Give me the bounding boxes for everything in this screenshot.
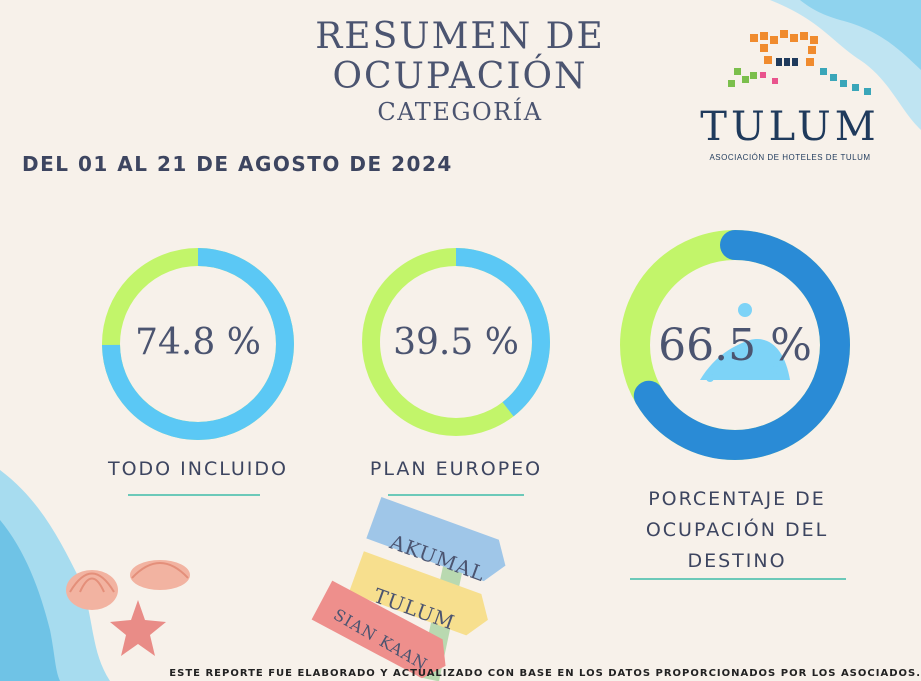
donut-chart-plan-europeo	[362, 248, 550, 436]
label-destino-line1: PORCENTAJE DE	[648, 488, 826, 510]
donut-value-segment	[102, 248, 294, 440]
sign-tulum	[348, 551, 488, 636]
sign-akumal	[366, 497, 506, 582]
logo-name: TULUM	[700, 104, 880, 150]
donut-chart-destino	[620, 230, 850, 460]
page-subtitle: CATEGORÍA	[377, 98, 543, 126]
shell-icon	[66, 570, 118, 610]
top-right-wave-inner	[800, 0, 921, 70]
label-todo-incluido: TODO INCLUIDO	[107, 458, 288, 480]
bottom-left-wave-inner	[0, 520, 60, 681]
divider	[630, 578, 846, 580]
water-splash-icon	[700, 303, 790, 382]
label-destino-line2: OCUPACIÓN DEL	[645, 519, 829, 541]
sign-sian-kaan	[311, 580, 446, 679]
donut-value-segment	[620, 230, 850, 460]
footer-note: ESTE REPORTE FUE ELABORADO Y ACTUALIZADO…	[169, 668, 921, 679]
logo-icon	[720, 28, 880, 100]
donut-chart-todo-incluido	[102, 248, 294, 440]
donut-value-plan-europeo: 39.5 %	[393, 322, 519, 363]
divider	[388, 494, 524, 496]
label-destino-line3: DESTINO	[687, 550, 787, 572]
page-title-line2: OCUPACIÓN	[332, 56, 588, 97]
date-range: DEL 01 AL 21 DE AGOSTO DE 2024	[22, 152, 453, 176]
label-plan-europeo: PLAN EUROPEO	[369, 458, 543, 480]
divider	[128, 494, 260, 496]
donut-value-todo-incluido: 74.8 %	[135, 322, 261, 363]
shell-icon	[130, 560, 190, 590]
page-title-line1: RESUMEN DE	[315, 16, 605, 57]
donut-value-destino: 66.5 %	[658, 320, 812, 371]
signpost-illustration	[311, 497, 506, 681]
logo-tagline: ASOCIACIÓN DE HOTELES DE TULUM	[709, 153, 871, 162]
label-destino: PORCENTAJE DE OCUPACIÓN DEL DESTINO	[612, 484, 862, 577]
donut-value-segment	[362, 248, 550, 436]
starfish-icon	[110, 600, 166, 656]
